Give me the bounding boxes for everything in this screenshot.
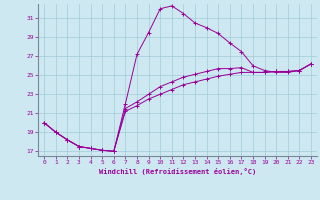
X-axis label: Windchill (Refroidissement éolien,°C): Windchill (Refroidissement éolien,°C) xyxy=(99,168,256,175)
